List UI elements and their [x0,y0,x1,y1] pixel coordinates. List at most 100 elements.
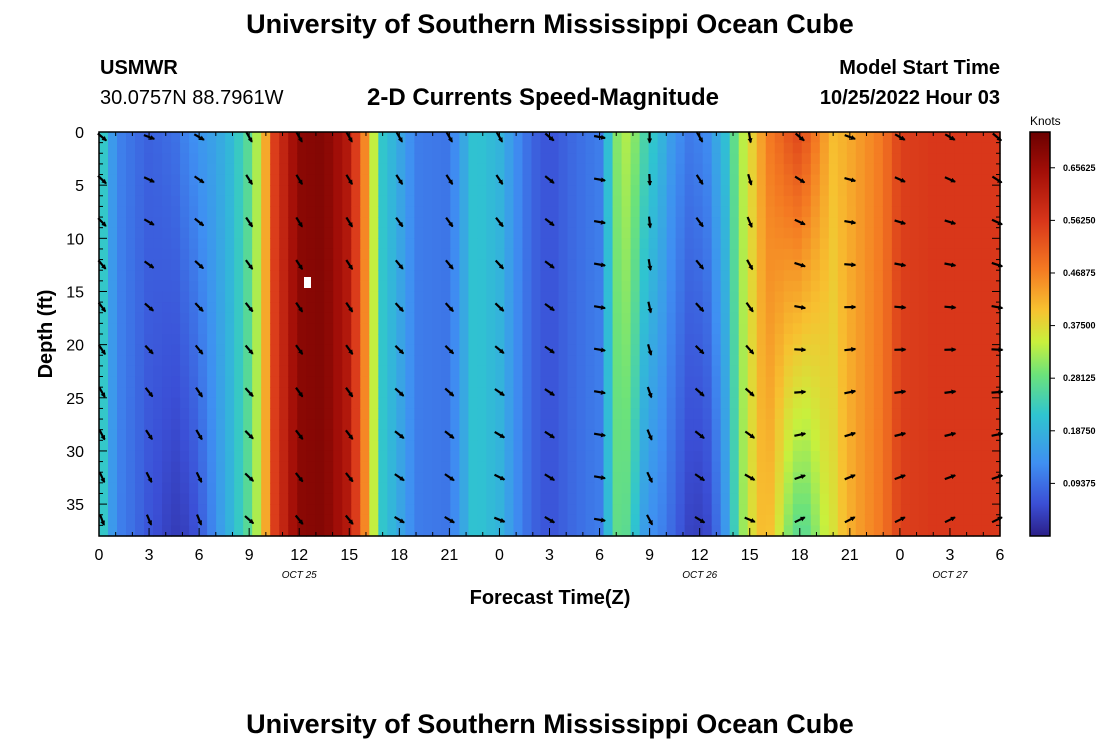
heatmap-cell [783,217,794,229]
heatmap-cell [603,514,614,526]
heatmap-cell [450,376,460,388]
heatmap-cell [963,270,974,282]
heatmap-cell [828,450,839,463]
heatmap-cell [522,387,533,399]
heatmap-cell [702,334,713,346]
heatmap-cell [954,440,965,452]
heatmap-cell [216,472,226,484]
heatmap-cell [216,344,226,356]
heatmap-cell [468,312,479,324]
heatmap-cell [432,312,442,324]
heatmap-cell [576,344,587,356]
heatmap-cell [675,280,686,293]
heatmap-cell [531,504,542,516]
heatmap-cell [450,514,460,526]
heatmap-cell [657,259,668,271]
heatmap-cell [459,472,470,484]
heatmap-cell [99,450,109,463]
heatmap-cell [864,376,875,388]
heatmap-cell [126,472,136,484]
heatmap-cell [738,355,749,367]
current-vector [744,473,756,481]
heatmap-cell [279,429,289,441]
heatmap-cell [783,312,794,324]
heatmap-cell [864,195,875,208]
heatmap-cell [234,408,244,420]
heatmap-cell [756,206,767,218]
heatmap-cell [756,238,767,250]
heatmap-cell [387,376,397,388]
heatmap-cell [369,514,379,526]
heatmap-cell [837,525,848,537]
heatmap-cell [180,482,190,495]
heatmap-cell [621,259,632,271]
heatmap-cell [432,142,442,154]
heatmap-cell [333,525,343,537]
heatmap-cell [369,387,379,399]
heatmap-cell [342,334,352,346]
heatmap-cell [711,365,722,378]
heatmap-cell [360,472,370,484]
heatmap-cell [342,419,352,431]
heatmap-cell [288,142,298,154]
heatmap-cell [585,248,596,261]
heatmap-cell [396,482,406,495]
heatmap-cell [144,185,154,197]
heatmap-cell [324,259,334,271]
heatmap-cell [333,387,343,399]
heatmap-cell [279,334,289,346]
heatmap-cell [333,323,343,335]
heatmap-cell [792,408,803,420]
heatmap-cell [513,227,524,239]
heatmap-cell [693,450,704,463]
colorbar: Knots 0.656250.562500.468750.375000.2812… [1029,114,1096,537]
heatmap-cell [126,334,136,346]
heatmap-cell [954,291,965,303]
heatmap-cell [657,280,668,293]
x-tick-label: 3 [545,547,554,564]
heatmap-cell [423,419,433,431]
heatmap-cell [459,514,470,526]
heatmap-cell [675,248,686,261]
heatmap-cell [666,163,677,176]
heatmap-cell [702,408,713,420]
heatmap-cell [693,397,704,410]
heatmap-cell [972,312,983,324]
heatmap-cell [468,238,479,250]
colorbar-gradient [1029,131,1051,537]
heatmap-cell [360,280,370,293]
heatmap-cell [459,461,470,473]
heatmap-cell [630,132,641,144]
heatmap-cell [819,514,830,526]
heatmap-cell [234,504,244,516]
heatmap-cell [792,376,803,388]
heatmap-cell [270,227,280,239]
heatmap-cell [216,259,226,271]
heatmap-cell [945,450,956,463]
heatmap-cell [99,312,109,324]
heatmap-cell [936,217,947,229]
current-vector [991,389,1004,395]
heatmap-cell [711,280,722,293]
heatmap-cell [450,142,460,154]
heatmap-cell [801,450,812,463]
heatmap-cell [135,440,145,452]
heatmap-cell [180,153,190,165]
heatmap-cell [342,302,352,314]
heatmap-cell [531,312,542,324]
heatmap-cell [882,493,893,505]
heatmap-cell [117,504,127,516]
heatmap-cell [684,163,695,176]
heatmap-cell [207,217,217,229]
heatmap-cell [630,493,641,505]
heatmap-cell [657,206,668,218]
heatmap-cell [315,482,325,495]
heatmap-cell [756,163,767,176]
heatmap-cell [504,132,515,144]
heatmap-cell [117,450,127,463]
heatmap-cell [189,174,199,186]
heatmap-cell [612,291,623,303]
heatmap-cell [306,525,316,537]
heatmap-cell [936,440,947,452]
heatmap-cell [243,365,253,378]
